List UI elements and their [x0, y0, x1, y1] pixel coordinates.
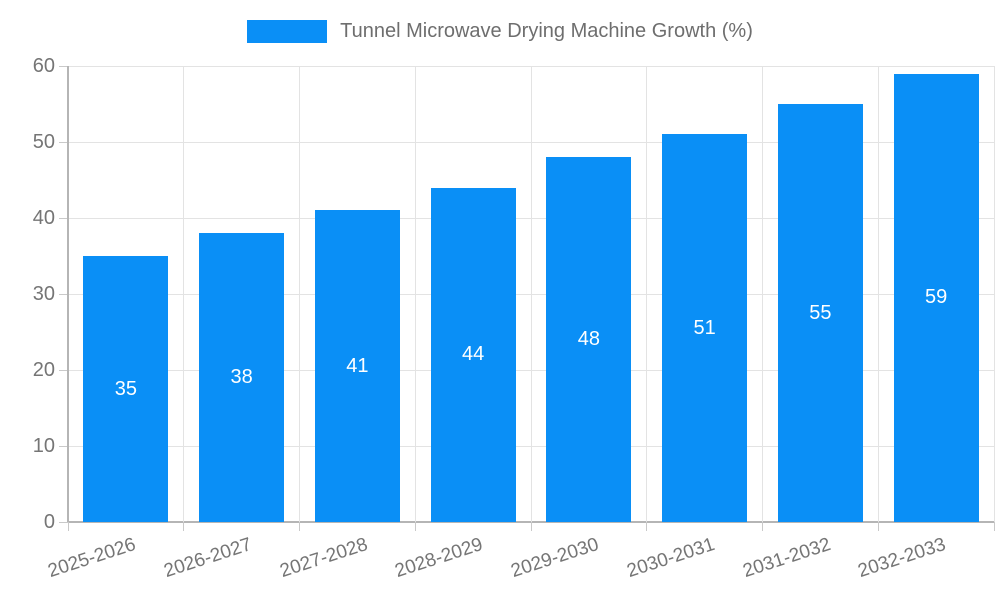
y-axis-tick-label: 30	[32, 283, 55, 305]
y-axis-line	[67, 66, 69, 522]
bar-value-label: 48	[577, 328, 600, 351]
x-tick	[530, 522, 532, 531]
x-axis-tick-label: 2028-2029	[392, 534, 486, 583]
bar-value-label: 44	[462, 343, 485, 366]
y-axis-tick-label: 0	[43, 511, 55, 533]
v-gridline	[646, 66, 648, 522]
x-tick	[877, 522, 879, 531]
x-axis-tick-label: 2025-2026	[45, 534, 139, 583]
v-gridline	[530, 66, 532, 522]
x-tick	[67, 522, 69, 531]
v-gridline	[299, 66, 300, 522]
x-tick	[993, 522, 995, 531]
legend-label: Tunnel Microwave Drying Machine Growth (…	[340, 20, 753, 42]
y-axis-tick-label: 20	[32, 359, 55, 381]
bar[interactable]: 44	[430, 187, 516, 522]
y-tick	[59, 65, 68, 67]
y-tick	[59, 445, 68, 447]
bar-value-label: 41	[346, 354, 369, 377]
y-tick	[59, 217, 68, 219]
v-gridline	[183, 66, 185, 522]
legend[interactable]: Tunnel Microwave Drying Machine Growth (…	[0, 20, 1000, 43]
x-axis-tick-label: 2032-2033	[855, 534, 949, 583]
x-tick	[299, 522, 300, 531]
bar-value-label: 59	[925, 286, 948, 309]
bar[interactable]: 59	[893, 73, 979, 522]
v-gridline	[762, 66, 763, 522]
v-gridline	[414, 66, 416, 522]
y-axis-tick-label: 40	[32, 207, 55, 229]
y-axis-tick-label: 50	[32, 131, 55, 153]
bar[interactable]: 55	[777, 104, 863, 522]
bar[interactable]: 51	[662, 134, 748, 522]
bar[interactable]: 35	[83, 256, 169, 522]
x-axis-tick-label: 2026-2027	[161, 534, 255, 583]
bar[interactable]: 48	[546, 157, 632, 522]
y-tick	[59, 369, 68, 371]
x-tick	[762, 522, 763, 531]
y-tick	[59, 293, 68, 295]
v-gridline	[877, 66, 879, 522]
bar[interactable]: 41	[314, 210, 400, 522]
legend-swatch-icon	[247, 20, 328, 43]
bar-value-label: 35	[114, 377, 137, 400]
x-axis-tick-label: 2029-2030	[508, 534, 602, 583]
x-axis-tick-label: 2027-2028	[276, 534, 370, 583]
x-tick	[646, 522, 648, 531]
bar-value-label: 38	[230, 366, 253, 389]
x-tick	[414, 522, 416, 531]
y-axis-tick-label: 10	[32, 435, 55, 457]
y-axis-tick-label: 60	[32, 55, 55, 77]
bar-value-label: 51	[693, 316, 716, 339]
x-axis-tick-label: 2031-2032	[739, 534, 833, 583]
bar[interactable]: 38	[199, 233, 285, 522]
v-gridline	[993, 66, 995, 522]
x-axis-tick-label: 2030-2031	[624, 534, 718, 583]
bar-value-label: 55	[809, 301, 832, 324]
y-tick	[59, 141, 68, 143]
y-tick	[59, 521, 68, 523]
x-tick	[183, 522, 185, 531]
